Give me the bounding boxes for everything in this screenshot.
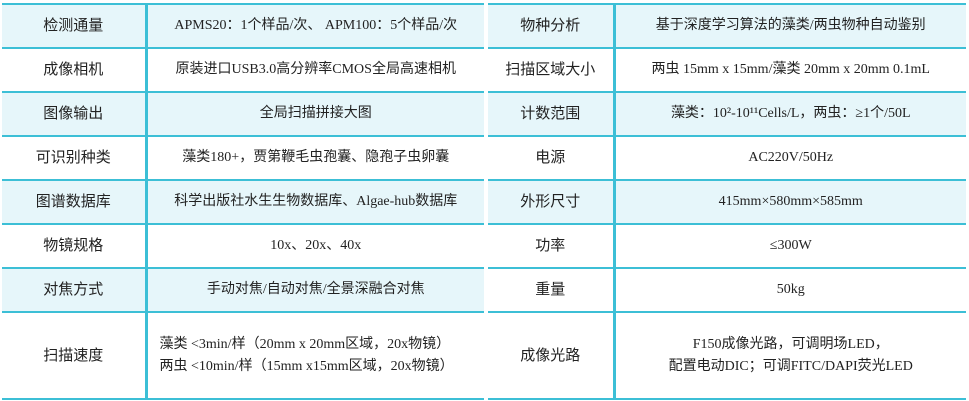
spec-label: 重量 [488,267,616,313]
table-row: 重量 50kg [488,267,966,313]
spec-label: 计数范围 [488,91,616,137]
spec-value: 全局扫描拼接大图 [146,91,484,137]
table-row: 可识别种类 藻类180+，贾第鞭毛虫孢囊、隐孢子虫卵囊 [2,135,484,181]
table-row: 电源 AC220V/50Hz [488,135,966,181]
spec-value: 原装进口USB3.0高分辨率CMOS全局高速相机 [146,47,484,93]
spec-value: ≤300W [614,223,966,269]
table-row: 物镜规格 10x、20x、40x [2,223,484,269]
table-row: 扫描速度 藻类 <3min/样（20mm x 20mm区域，20x物镜） 两虫 <1… [2,311,484,400]
spec-value: 415mm×580mm×585mm [614,179,966,225]
table-row: 对焦方式 手动对焦/自动对焦/全景深融合对焦 [2,267,484,313]
table-row: 计数范围 藻类：10²-10¹¹Cells/L，两虫：≥1个/50L [488,91,966,137]
spec-label: 物种分析 [488,3,616,49]
spec-label: 成像光路 [488,311,616,400]
spec-value: 50kg [614,267,966,313]
spec-value: F150成像光路，可调明场LED， 配置电动DIC；可调FITC/DAPI荧光LE… [614,311,966,400]
spec-value: 科学出版社水生生物数据库、Algae-hub数据库 [146,179,484,225]
spec-value: 藻类：10²-10¹¹Cells/L，两虫：≥1个/50L [614,91,966,137]
spec-value-line: 配置电动DIC；可调FITC/DAPI荧光LED [668,358,913,374]
spec-value: 藻类180+，贾第鞭毛虫孢囊、隐孢子虫卵囊 [146,135,484,181]
spec-label: 扫描区域大小 [488,47,616,93]
table-row: 检测通量 APMS20：1个样品/次、 APM100：5个样品/次 [2,3,484,49]
spec-value: 两虫 15mm x 15mm/藻类 20mm x 20mm 0.1mL [614,47,966,93]
table-row: 物种分析 基于深度学习算法的藻类/两虫物种自动鉴别 [488,3,966,49]
spec-label: 对焦方式 [2,267,148,313]
spec-label: 图像输出 [2,91,148,137]
table-row: 功率 ≤300W [488,223,966,269]
spec-value: 藻类 <3min/样（20mm x 20mm区域，20x物镜） 两虫 <10min… [146,311,484,400]
spec-value-line: 藻类 <3min/样（20mm x 20mm区域，20x物镜） [159,336,451,352]
spec-value-line: 两虫 <10min/样（15mm x15mm区域，20x物镜） [159,358,454,374]
spec-value: 10x、20x、40x [146,223,484,269]
spec-label: 扫描速度 [2,311,148,400]
table-row: 外形尺寸 415mm×580mm×585mm [488,179,966,225]
spec-label: 功率 [488,223,616,269]
spec-value: APMS20：1个样品/次、 APM100：5个样品/次 [146,3,484,49]
table-row: 图谱数据库 科学出版社水生生物数据库、Algae-hub数据库 [2,179,484,225]
spec-label: 成像相机 [2,47,148,93]
spec-label: 可识别种类 [2,135,148,181]
spec-table-left: 检测通量 APMS20：1个样品/次、 APM100：5个样品/次 成像相机 原装进… [2,3,484,400]
table-row: 成像光路 F150成像光路，可调明场LED， 配置电动DIC；可调FITC/DAPI… [488,311,966,400]
spec-table-right: 物种分析 基于深度学习算法的藻类/两虫物种自动鉴别 扫描区域大小 两虫 15mm x… [488,3,966,400]
spec-label: 电源 [488,135,616,181]
spec-value: 基于深度学习算法的藻类/两虫物种自动鉴别 [614,3,966,49]
table-row: 成像相机 原装进口USB3.0高分辨率CMOS全局高速相机 [2,47,484,93]
spec-label: 图谱数据库 [2,179,148,225]
spec-label: 物镜规格 [2,223,148,269]
table-row: 图像输出 全局扫描拼接大图 [2,91,484,137]
table-row: 扫描区域大小 两虫 15mm x 15mm/藻类 20mm x 20mm 0.1m… [488,47,966,93]
spec-value: AC220V/50Hz [614,135,966,181]
spec-value: 手动对焦/自动对焦/全景深融合对焦 [146,267,484,313]
spec-label: 外形尺寸 [488,179,616,225]
spec-value-line: F150成像光路，可调明场LED， [692,336,889,352]
spec-label: 检测通量 [2,3,148,49]
